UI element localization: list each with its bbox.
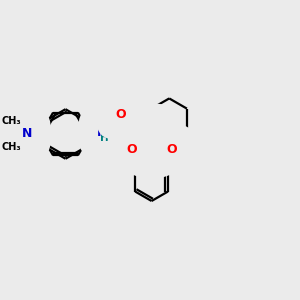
Text: CH₃: CH₃ — [2, 116, 21, 126]
Text: H: H — [100, 133, 109, 143]
Text: N: N — [146, 122, 157, 136]
Text: S: S — [147, 143, 157, 157]
Text: N: N — [22, 128, 32, 140]
Text: O: O — [166, 143, 177, 157]
Text: CH₃: CH₃ — [2, 142, 21, 152]
Text: O: O — [126, 143, 137, 157]
Text: O: O — [115, 108, 126, 121]
Text: N: N — [97, 126, 108, 139]
